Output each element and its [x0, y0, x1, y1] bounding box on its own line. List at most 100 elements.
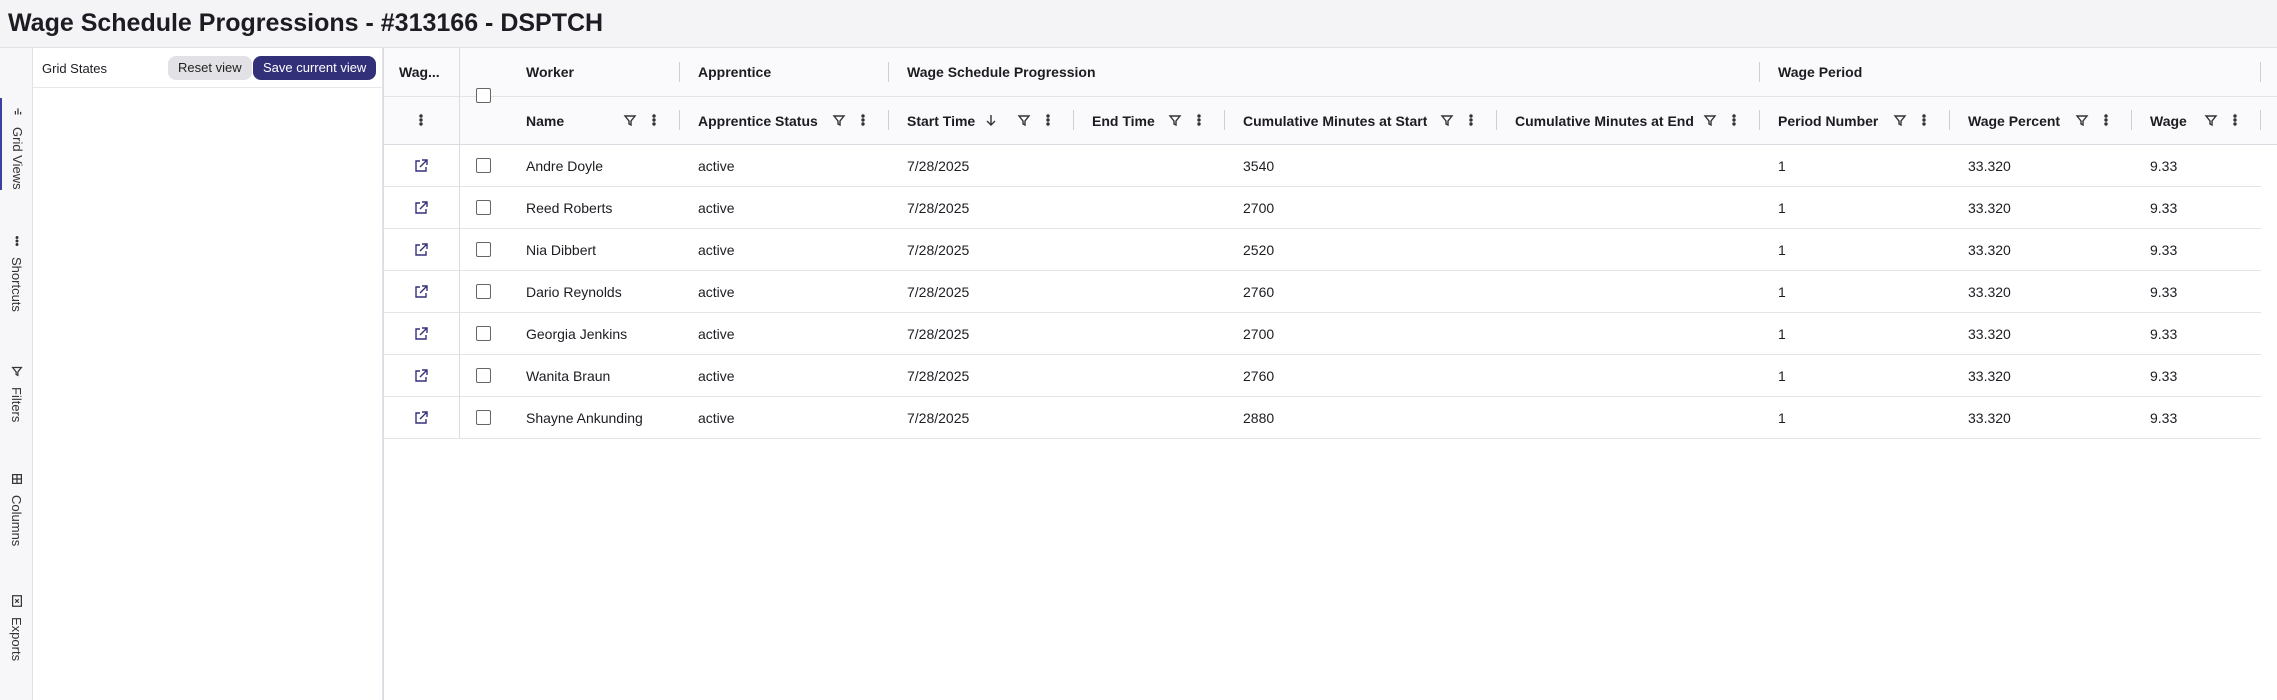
open-link[interactable] [413, 410, 429, 431]
cell: 33.320 [1968, 158, 2011, 174]
row-checkbox[interactable] [476, 158, 491, 173]
cell: Dario Reynolds [526, 284, 622, 300]
cell: 1 [1778, 368, 1786, 384]
tab-label: Exports [9, 617, 24, 662]
open-link[interactable] [413, 200, 429, 221]
cell: 7/28/2025 [907, 326, 970, 342]
cell: 33.320 [1968, 368, 2011, 384]
filter-icon[interactable] [1167, 112, 1183, 133]
open-link[interactable] [413, 242, 429, 263]
filter-icon[interactable] [1702, 112, 1718, 133]
column-header[interactable]: Cumulative Minutes at End [1515, 112, 1694, 129]
column-header[interactable]: Cumulative Minutes at Start [1243, 112, 1428, 129]
pinned-divider [459, 48, 460, 438]
cell: 9.33 [2150, 242, 2178, 258]
row-checkbox[interactable] [476, 242, 491, 257]
cell: 2760 [1243, 284, 1275, 300]
cell: active [698, 284, 735, 300]
pinned-divider [383, 48, 384, 700]
cell: 7/28/2025 [907, 158, 970, 174]
cell: 1 [1778, 242, 1786, 258]
tab-icon [10, 234, 24, 251]
select-all-checkbox[interactable] [476, 88, 491, 103]
cell: 7/28/2025 [907, 242, 970, 258]
column-separator [1496, 110, 1497, 130]
sort-arrow[interactable] [983, 112, 999, 133]
cell: 9.33 [2150, 158, 2178, 174]
group-separator [679, 62, 680, 82]
column-menu[interactable] [413, 112, 429, 133]
row-checkbox[interactable] [476, 326, 491, 341]
cell: 9.33 [2150, 200, 2178, 216]
filter-icon[interactable] [2203, 112, 2219, 133]
column-separator [1759, 110, 1760, 130]
column-header[interactable]: Apprentice Status [698, 112, 818, 129]
row-checkbox[interactable] [476, 410, 491, 425]
column-menu[interactable] [1191, 112, 1207, 133]
group-header: Wage Schedule Progression [907, 64, 1096, 80]
reset-button[interactable]: Reset view [168, 56, 252, 80]
column-menu[interactable] [855, 112, 871, 133]
cell: 3540 [1243, 158, 1275, 174]
column-header[interactable]: Start Time [907, 112, 976, 129]
column-menu[interactable] [2227, 112, 2243, 133]
column-menu[interactable] [1040, 112, 1056, 133]
column-header[interactable]: Wage [2150, 112, 2187, 129]
filter-icon[interactable] [831, 112, 847, 133]
side-tab[interactable]: Shortcuts [0, 228, 33, 312]
column-menu[interactable] [1726, 112, 1742, 133]
tab-icon [11, 104, 25, 121]
cell: 33.320 [1968, 242, 2011, 258]
cell: 33.320 [1968, 200, 2011, 216]
row-checkbox[interactable] [476, 284, 491, 299]
row-checkbox[interactable] [476, 368, 491, 383]
column-menu[interactable] [2098, 112, 2114, 133]
column-header[interactable]: Name [526, 112, 565, 129]
column-menu[interactable] [646, 112, 662, 133]
tab-icon [10, 594, 24, 611]
group-header: Worker [526, 64, 574, 80]
row [383, 187, 2261, 229]
filter-icon[interactable] [1439, 112, 1455, 133]
group-header: Apprentice [698, 64, 772, 80]
save-button[interactable]: Save current view [253, 56, 377, 80]
cell: active [698, 368, 735, 384]
cell: 1 [1778, 284, 1786, 300]
open-link[interactable] [413, 284, 429, 305]
cell: 7/28/2025 [907, 368, 970, 384]
row [383, 355, 2261, 397]
filter-icon[interactable] [622, 112, 638, 133]
column-separator [1224, 110, 1225, 130]
row [383, 229, 2261, 271]
cell: 33.320 [1968, 326, 2011, 342]
column-menu[interactable] [1916, 112, 1932, 133]
column-header[interactable]: Period Number [1778, 112, 1879, 129]
column-header[interactable]: End Time [1092, 112, 1155, 129]
open-link[interactable] [413, 158, 429, 179]
column-header[interactable]: Wage Percent [1968, 112, 2061, 129]
cell: Andre Doyle [526, 158, 604, 174]
column-menu[interactable] [1463, 112, 1479, 133]
filter-icon[interactable] [1016, 112, 1032, 133]
row-checkbox[interactable] [476, 200, 491, 215]
filter-icon[interactable] [2074, 112, 2090, 133]
open-link[interactable] [413, 326, 429, 347]
cell: Nia Dibbert [526, 242, 597, 258]
side-tab[interactable]: Grid Views [0, 98, 33, 190]
cell: 1 [1778, 326, 1786, 342]
cell: Wanita Braun [526, 368, 611, 384]
cell: 9.33 [2150, 326, 2178, 342]
side-tab[interactable]: Filters [0, 358, 33, 436]
cell: active [698, 326, 735, 342]
cell: 7/28/2025 [907, 410, 970, 426]
open-link[interactable] [413, 368, 429, 389]
row [383, 397, 2261, 439]
filter-icon[interactable] [1892, 112, 1908, 133]
column-separator [2131, 110, 2132, 130]
group-separator [1759, 62, 1760, 82]
side-tab[interactable]: Columns [0, 466, 33, 546]
cell: 2700 [1243, 200, 1275, 216]
tab-label: Grid Views [10, 127, 25, 190]
side-tab[interactable]: Exports [0, 588, 33, 666]
